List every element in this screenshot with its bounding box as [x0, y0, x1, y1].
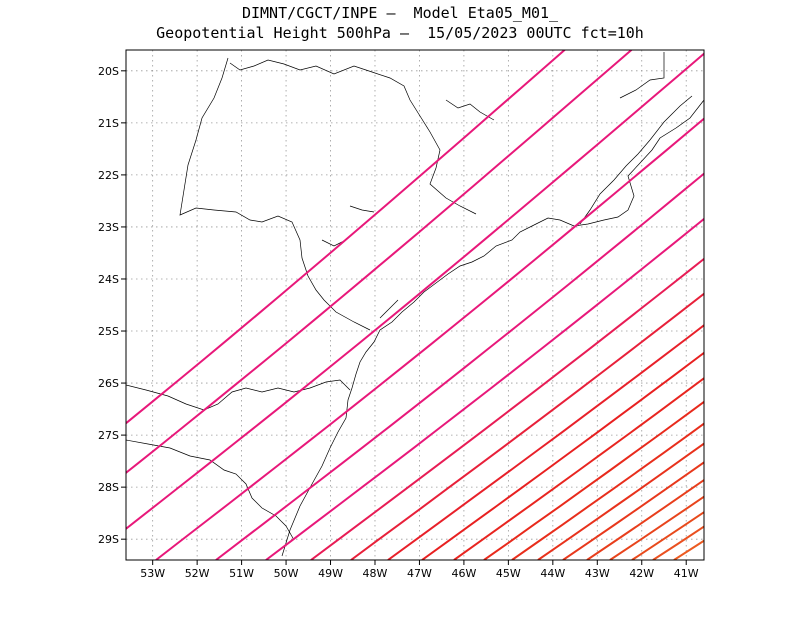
- y-tick-label: 22S: [98, 169, 119, 182]
- x-tick-label: 48W: [363, 567, 388, 580]
- height-contour: [310, 257, 704, 560]
- height-contour: [265, 217, 704, 560]
- height-contour: [562, 461, 704, 560]
- y-tick-label: 26S: [98, 377, 119, 390]
- height-contour: [350, 292, 704, 560]
- height-contour: [453, 377, 704, 560]
- height-contour: [126, 52, 704, 531]
- plot-frame: [125, 49, 705, 561]
- x-tick-label: 43W: [585, 567, 610, 580]
- x-tick-label: 46W: [451, 567, 476, 580]
- height-contour: [673, 539, 704, 560]
- y-tick-label: 27S: [98, 429, 119, 442]
- height-contour: [126, 50, 567, 425]
- x-tick-label: 44W: [540, 567, 565, 580]
- x-tick-label: 41W: [674, 567, 699, 580]
- height-contour: [387, 324, 704, 560]
- coastline-borders: [126, 52, 704, 557]
- map-title-line-2: Geopotential Height 500hPa – 15/05/2023 …: [156, 24, 644, 42]
- contour-lines: [126, 50, 704, 560]
- y-tick-label: 20S: [98, 65, 119, 78]
- x-tick-label: 45W: [496, 567, 521, 580]
- longitude-axis: 53W 52W 51W 50W 49W 48W 47W 46W 45W 44W 43W 42W 41W: [140, 560, 699, 580]
- latitude-axis: 20S 21S 22S 23S 24S 25S 26S 27S 28S 29S: [98, 65, 126, 546]
- y-tick-label: 25S: [98, 325, 119, 338]
- y-tick-label: 29S: [98, 533, 119, 546]
- height-contour: [586, 478, 704, 560]
- height-contour: [631, 510, 704, 560]
- x-tick-label: 53W: [140, 567, 165, 580]
- height-contour: [537, 442, 704, 560]
- y-tick-label: 24S: [98, 273, 119, 286]
- x-tick-label: 51W: [229, 567, 254, 580]
- height-contour: [511, 422, 704, 560]
- x-tick-label: 52W: [185, 567, 210, 580]
- x-tick-label: 47W: [407, 567, 432, 580]
- x-tick-label: 49W: [318, 567, 343, 580]
- height-contour: [155, 117, 704, 560]
- y-tick-label: 21S: [98, 117, 119, 130]
- x-tick-label: 42W: [629, 567, 654, 580]
- map-title-line-1: DIMNT/CGCT/INPE – Model Eta05_M01_: [241, 4, 559, 22]
- x-tick-label: 50W: [274, 567, 299, 580]
- y-tick-label: 28S: [98, 481, 119, 494]
- height-contour: [126, 50, 633, 475]
- height-contour: [421, 351, 704, 560]
- height-contour: [609, 495, 704, 560]
- height-contour: [483, 400, 704, 560]
- height-contour: [215, 172, 704, 560]
- y-tick-label: 23S: [98, 221, 119, 234]
- height-contour: [652, 525, 704, 560]
